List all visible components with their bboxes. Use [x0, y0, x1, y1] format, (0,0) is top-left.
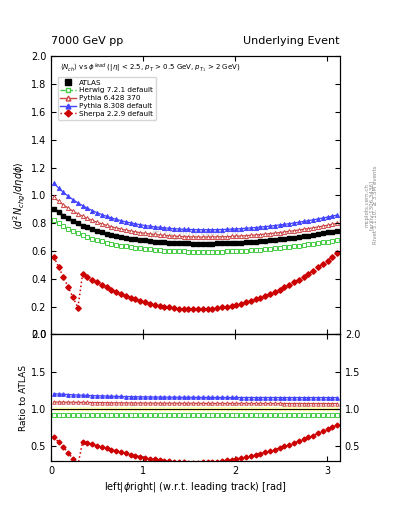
Y-axis label: $\langle d^2 N_{chg}/d\eta d\phi \rangle$: $\langle d^2 N_{chg}/d\eta d\phi \rangle…	[12, 161, 28, 230]
X-axis label: left|$\phi$right| (w.r.t. leading track) [rad]: left|$\phi$right| (w.r.t. leading track)…	[104, 480, 287, 494]
Text: $\langle N_{ch}\rangle$ vs $\phi^{lead}$ (|$\eta$| < 2.5, $p_T$ > 0.5 GeV, $p_{T: $\langle N_{ch}\rangle$ vs $\phi^{lead}$…	[60, 62, 241, 75]
Text: Underlying Event: Underlying Event	[243, 35, 340, 46]
Text: 7000 GeV pp: 7000 GeV pp	[51, 35, 123, 46]
Text: Rivet 3.1.10,  ≥ 3.5M events: Rivet 3.1.10, ≥ 3.5M events	[373, 165, 378, 244]
Text: [arXiv:1306.3436]: [arXiv:1306.3436]	[369, 180, 374, 230]
Y-axis label: Ratio to ATLAS: Ratio to ATLAS	[19, 365, 28, 431]
Text: mcplots.cern.ch: mcplots.cern.ch	[365, 183, 370, 227]
Text: ATLAS_2010_S8894728: ATLAS_2010_S8894728	[151, 230, 240, 239]
Legend: ATLAS, Herwig 7.2.1 default, Pythia 6.428 370, Pythia 8.308 default, Sherpa 2.2.: ATLAS, Herwig 7.2.1 default, Pythia 6.42…	[58, 77, 156, 120]
